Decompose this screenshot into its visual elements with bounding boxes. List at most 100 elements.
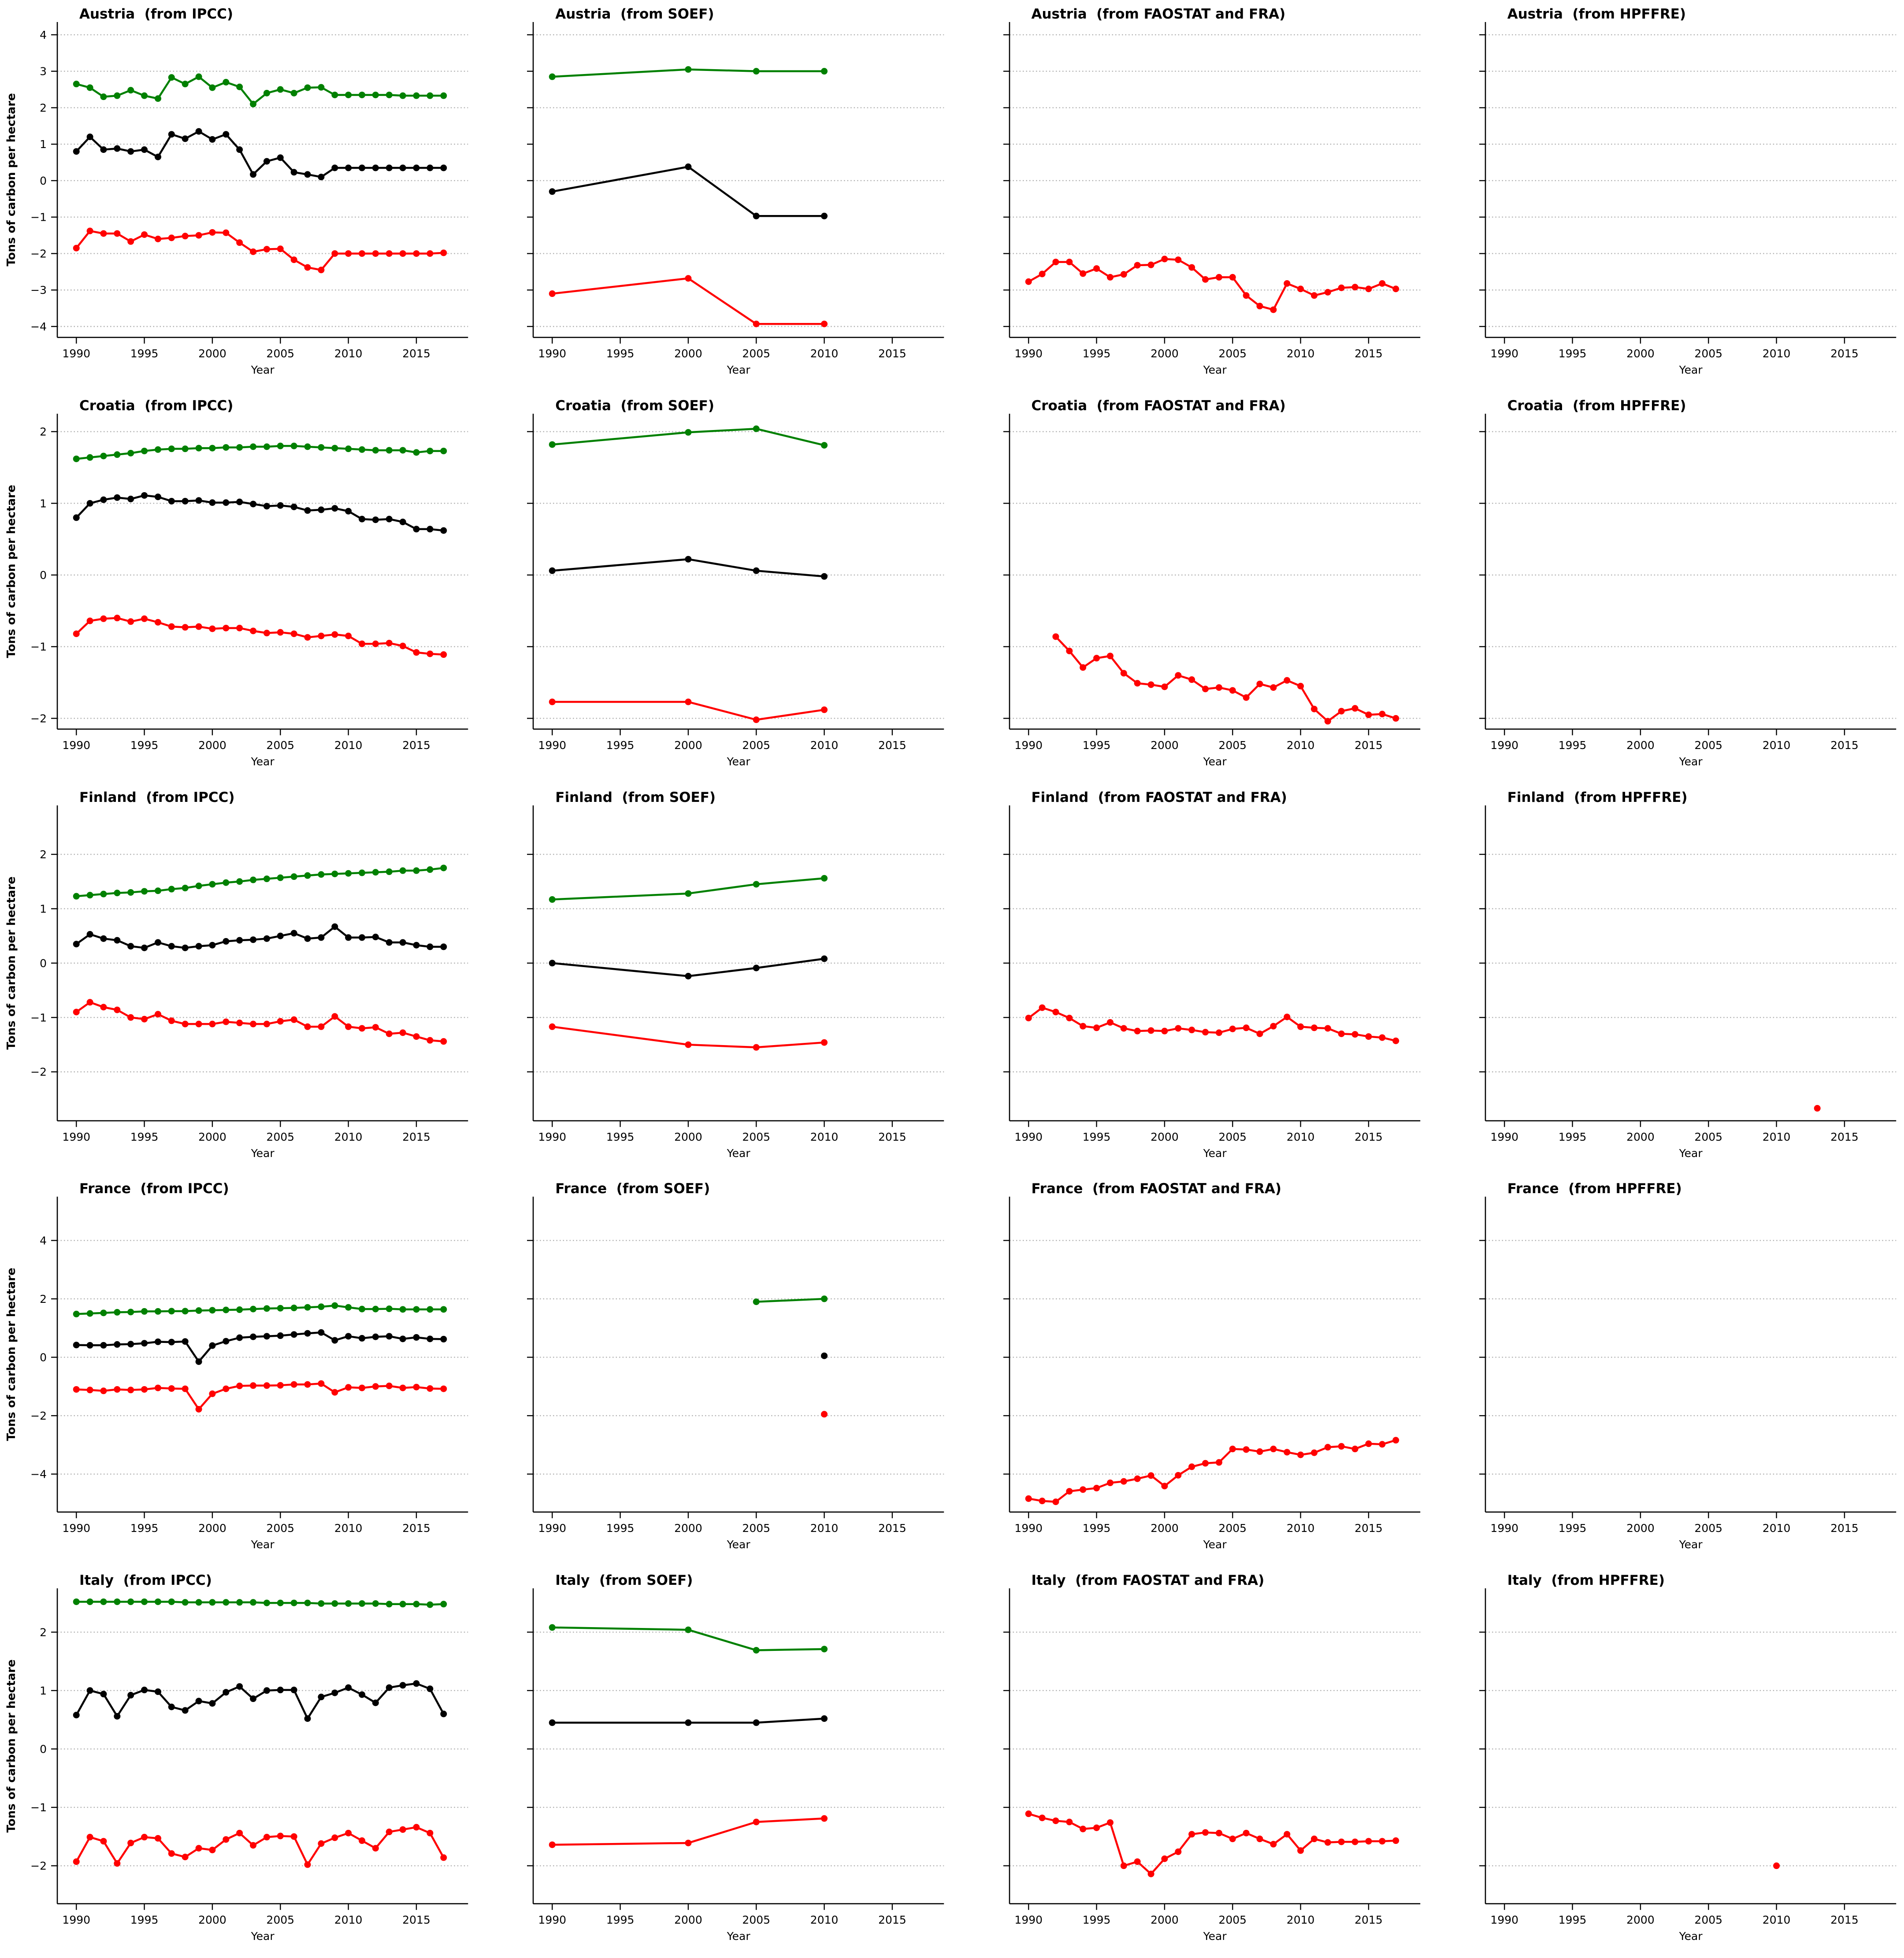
svg-text:Year: Year	[727, 363, 751, 376]
chart-title: Croatia (from IPCC)	[79, 397, 234, 414]
svg-text:2015: 2015	[1830, 347, 1859, 360]
svg-text:2015: 2015	[402, 1130, 431, 1143]
svg-text:Year: Year	[1203, 1146, 1227, 1159]
chart-panel-france-faostat: France (from FAOSTAT and FRA) 1990 1995 20…	[952, 1175, 1428, 1566]
chart-title: Italy (from IPCC)	[79, 1572, 212, 1589]
svg-text:2015: 2015	[1830, 1130, 1859, 1143]
svg-text:1995: 1995	[1559, 1914, 1587, 1926]
chart-panel-italy-soef: Italy (from SOEF) 1990 1995 2000 2005 2010 20…	[476, 1566, 952, 1958]
svg-text:2010: 2010	[1286, 1522, 1314, 1535]
svg-text:2015: 2015	[878, 1130, 906, 1143]
svg-text:1995: 1995	[130, 347, 159, 360]
svg-text:2000: 2000	[1626, 739, 1655, 752]
chart-title: Finland (from HPFFRE)	[1507, 789, 1688, 805]
svg-text:2015: 2015	[402, 1522, 431, 1535]
svg-text:2015: 2015	[1355, 347, 1383, 360]
svg-text:2010: 2010	[334, 739, 363, 752]
svg-text:2005: 2005	[266, 1130, 294, 1143]
svg-text:1990: 1990	[538, 1914, 567, 1926]
svg-text:4: 4	[40, 1235, 47, 1247]
chart-canvas: 1990 1995 2000 2005 2010 2015 Year	[1003, 22, 1420, 376]
svg-text:Year: Year	[1678, 1538, 1703, 1551]
svg-text:0: 0	[40, 957, 47, 970]
svg-text:1995: 1995	[130, 1130, 159, 1143]
svg-text:1: 1	[40, 138, 47, 151]
svg-text:2005: 2005	[1218, 1130, 1247, 1143]
svg-text:Year: Year	[1203, 363, 1227, 376]
svg-text:2005: 2005	[742, 739, 771, 752]
svg-text:2000: 2000	[1626, 1130, 1655, 1143]
svg-text:2015: 2015	[402, 347, 431, 360]
svg-text:1995: 1995	[1559, 1130, 1587, 1143]
svg-text:Year: Year	[251, 755, 275, 768]
svg-text:2015: 2015	[402, 739, 431, 752]
chart-canvas: 1990 1995 2000 2005 2010 2015 Year	[527, 805, 944, 1159]
svg-text:2005: 2005	[742, 347, 771, 360]
svg-text:0: 0	[40, 1351, 47, 1364]
svg-text:2005: 2005	[266, 1914, 294, 1926]
chart-canvas: 1990 1995 2000 2005 2010 2015 Year	[527, 413, 944, 768]
svg-text:Year: Year	[1203, 1930, 1227, 1943]
chart-canvas: −2 −1 0 1 2 1990 1995 2000 2005 2010 2015 Year Tons …	[5, 413, 468, 768]
chart-canvas: 1990 1995 2000 2005 2010 2015 Year	[1479, 805, 1896, 1159]
chart-title: Finland (from FAOSTAT and FRA)	[1031, 789, 1287, 805]
svg-text:2015: 2015	[1355, 739, 1383, 752]
svg-text:−1: −1	[30, 1801, 47, 1814]
svg-text:Year: Year	[251, 1930, 275, 1943]
svg-text:1: 1	[40, 902, 47, 915]
svg-text:0: 0	[40, 1743, 47, 1756]
chart-title: Italy (from SOEF)	[555, 1572, 693, 1589]
chart-panel-croatia-faostat: Croatia (from FAOSTAT and FRA) 1990 1995 2…	[952, 392, 1428, 783]
svg-text:1995: 1995	[606, 347, 635, 360]
chart-canvas: 1990 1995 2000 2005 2010 2015 Year	[527, 1197, 944, 1551]
svg-text:2015: 2015	[1830, 1914, 1859, 1926]
svg-text:Tons of carbon per hectare: Tons of carbon per hectare	[5, 1268, 18, 1441]
chart-panel-italy-faostat: Italy (from FAOSTAT and FRA) 1990 1995 200…	[952, 1566, 1428, 1958]
svg-text:2000: 2000	[198, 1130, 226, 1143]
chart-title: Austria (from SOEF)	[555, 6, 714, 22]
svg-text:2005: 2005	[1694, 1914, 1722, 1926]
chart-canvas: −4 −2 0 2 4 1990 1995 2000 2005 2010 2015 Year Tons …	[5, 1197, 468, 1551]
svg-text:2010: 2010	[1286, 739, 1314, 752]
svg-text:1: 1	[40, 1684, 47, 1697]
svg-text:1990: 1990	[1490, 739, 1518, 752]
svg-text:1990: 1990	[1014, 1914, 1043, 1926]
chart-panel-finland-hpffre: Finland (from HPFFRE) 1990 1995 2000 2005 20…	[1428, 783, 1904, 1175]
svg-text:2015: 2015	[1830, 1522, 1859, 1535]
svg-text:1990: 1990	[1014, 1522, 1043, 1535]
chart-panel-croatia-hpffre: Croatia (from HPFFRE) 1990 1995 2000 2005 20…	[1428, 392, 1904, 783]
svg-text:Year: Year	[251, 363, 275, 376]
svg-text:2000: 2000	[674, 1130, 702, 1143]
chart-title: Italy (from FAOSTAT and FRA)	[1031, 1572, 1265, 1589]
svg-text:1990: 1990	[1014, 739, 1043, 752]
svg-text:Year: Year	[727, 755, 751, 768]
svg-text:Year: Year	[727, 1930, 751, 1943]
svg-text:1990: 1990	[538, 1522, 567, 1535]
svg-text:2010: 2010	[1763, 1130, 1791, 1143]
chart-title: France (from FAOSTAT and FRA)	[1031, 1181, 1282, 1197]
svg-text:Year: Year	[1678, 1930, 1703, 1943]
svg-text:Year: Year	[727, 1146, 751, 1159]
svg-text:1995: 1995	[1559, 1522, 1587, 1535]
chart-panel-finland-ipcc: Finland (from IPCC) −2 −1 0 1 2 1990 1995 2000 2…	[0, 783, 476, 1175]
chart-canvas: −2 −1 0 1 2 1990 1995 2000 2005 2010 2015 Year Tons …	[5, 1588, 468, 1943]
svg-text:1995: 1995	[1082, 347, 1110, 360]
svg-text:2: 2	[40, 1626, 47, 1639]
svg-text:2015: 2015	[402, 1914, 431, 1926]
svg-text:Tons of carbon per hectare: Tons of carbon per hectare	[5, 1659, 18, 1832]
svg-text:1990: 1990	[1490, 347, 1518, 360]
svg-text:1995: 1995	[130, 1914, 159, 1926]
chart-panel-austria-ipcc: Austria (from IPCC) −4 −3 −2 −1 0 1 2 3 4 1990 199…	[0, 0, 476, 392]
svg-text:2010: 2010	[334, 1914, 363, 1926]
svg-text:−1: −1	[30, 211, 47, 224]
svg-text:2015: 2015	[1355, 1130, 1383, 1143]
svg-text:2005: 2005	[742, 1914, 771, 1926]
svg-text:2000: 2000	[674, 1522, 702, 1535]
chart-canvas: 1990 1995 2000 2005 2010 2015 Year	[1479, 413, 1896, 768]
chart-title: Finland (from IPCC)	[79, 789, 235, 805]
chart-title: France (from HPFFRE)	[1507, 1181, 1682, 1197]
svg-text:2000: 2000	[1626, 1914, 1655, 1926]
chart-panel-austria-soef: Austria (from SOEF) 1990 1995 2000 2005 2010…	[476, 0, 952, 392]
chart-canvas: −4 −3 −2 −1 0 1 2 3 4 1990 1995 2000 2005 2010 2015 Yea…	[5, 22, 468, 376]
